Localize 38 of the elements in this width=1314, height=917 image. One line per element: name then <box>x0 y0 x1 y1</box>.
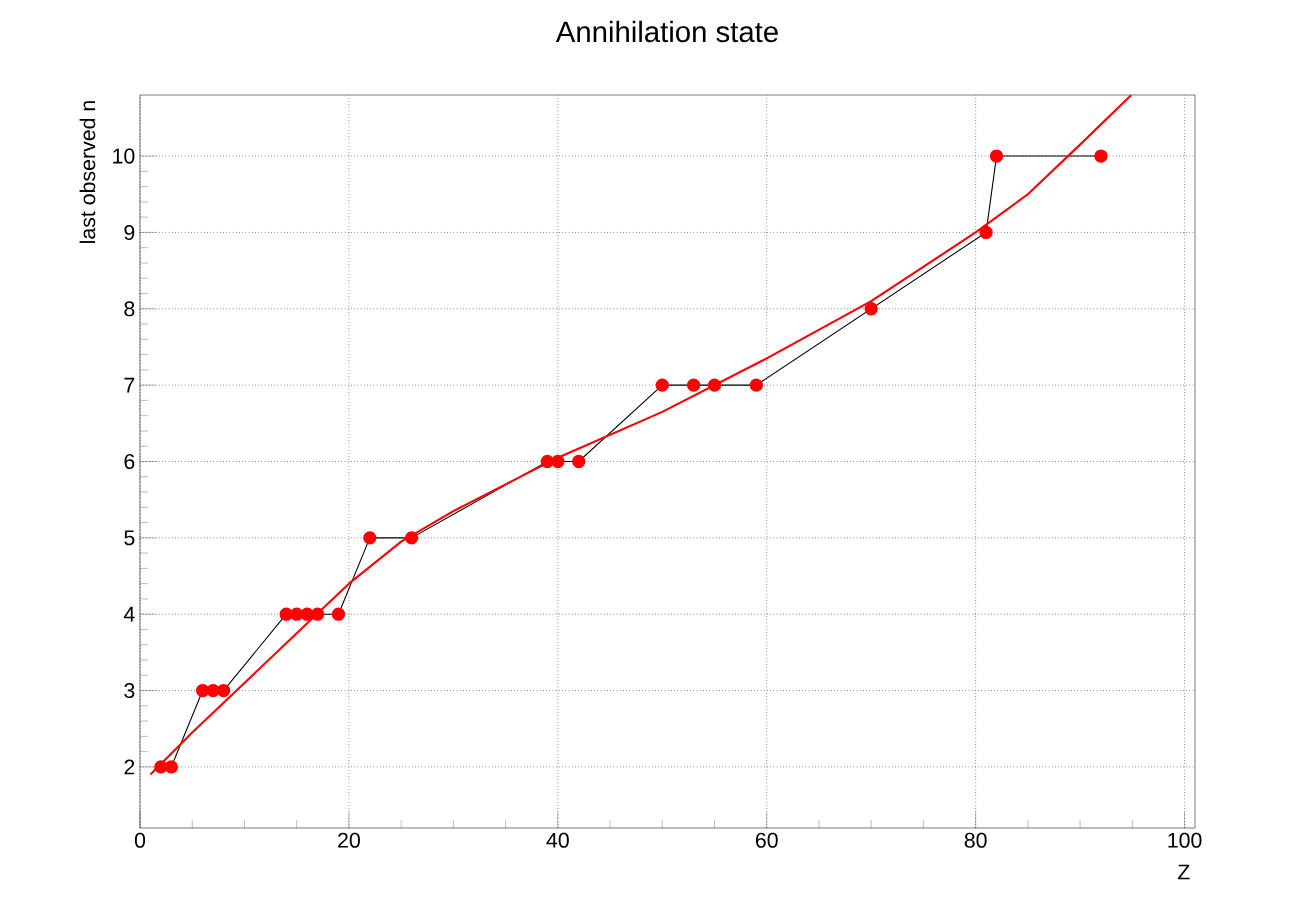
x-tick-label: 100 <box>1168 832 1202 848</box>
point <box>310 607 325 621</box>
point <box>154 760 168 774</box>
x-tick-label: 80 <box>964 832 987 848</box>
y-tick-label: 3 <box>124 683 135 699</box>
x-tick-label: 0 <box>134 832 146 848</box>
y-tick-label: 4 <box>123 606 135 622</box>
y-tick-label: 7 <box>124 377 135 393</box>
point <box>749 378 763 392</box>
x-tick-label: 20 <box>338 832 360 848</box>
y-tick-label: 2 <box>124 759 135 775</box>
y-axis-title: last observed n <box>79 101 96 243</box>
chart-title: Annihilation state <box>555 20 778 43</box>
point <box>979 225 993 240</box>
point <box>707 378 722 392</box>
y-tick-label: 10 <box>113 148 135 164</box>
point <box>864 302 878 316</box>
point <box>363 531 377 545</box>
point <box>164 760 179 774</box>
point <box>331 607 346 621</box>
point <box>989 149 1004 163</box>
point <box>1094 149 1108 163</box>
x-tick-label: 60 <box>755 832 778 848</box>
point <box>572 454 586 469</box>
y-tick-label: 8 <box>124 301 135 317</box>
y-tick-label: 9 <box>124 224 135 240</box>
point <box>686 378 701 392</box>
x-axis-title: Z <box>1177 864 1190 880</box>
y-tick-label: 6 <box>124 453 135 470</box>
point <box>290 607 304 621</box>
point <box>404 531 419 545</box>
point <box>196 683 210 698</box>
point <box>551 454 565 469</box>
point <box>655 378 669 392</box>
y-tick-label: 5 <box>124 530 135 546</box>
point <box>216 683 231 698</box>
point <box>540 454 555 469</box>
x-tick-label: 40 <box>546 832 569 848</box>
